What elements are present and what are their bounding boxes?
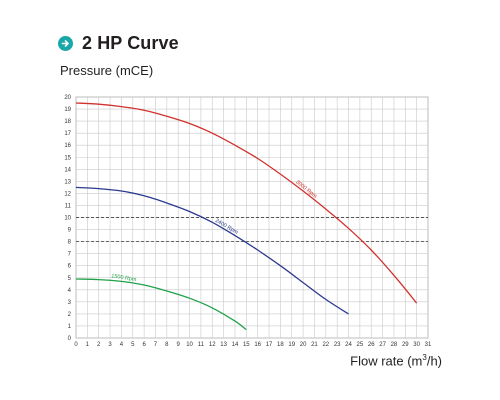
x-tick-label: 20 xyxy=(300,342,307,348)
y-tick-label: 17 xyxy=(64,131,71,137)
x-axis-label: Flow rate (m3/h) xyxy=(350,353,442,368)
x-tick-label: 2 xyxy=(97,342,101,348)
y-tick-label: 10 xyxy=(64,216,71,222)
y-tick-label: 9 xyxy=(68,228,72,234)
y-tick-label: 18 xyxy=(64,119,71,125)
x-tick-label: 4 xyxy=(120,342,124,348)
y-axis-label: Pressure (mCE) xyxy=(60,63,154,78)
y-tick-label: 19 xyxy=(64,107,71,113)
x-tick-label: 3 xyxy=(108,342,112,348)
x-tick-label: 31 xyxy=(425,342,432,348)
x-tick-label: 13 xyxy=(220,342,227,348)
x-tick-label: 0 xyxy=(74,342,78,348)
x-tick-label: 15 xyxy=(243,342,250,348)
x-axis-label-unit: /h) xyxy=(426,353,442,369)
y-tick-label: 20 xyxy=(64,95,71,101)
y-tick-label: 15 xyxy=(64,155,71,161)
y-tick-label: 5 xyxy=(68,276,72,282)
x-tick-label: 5 xyxy=(131,342,135,348)
x-tick-label: 22 xyxy=(322,342,329,348)
y-tick-label: 14 xyxy=(64,167,71,173)
x-tick-label: 29 xyxy=(402,342,409,348)
y-tick-label: 2 xyxy=(68,312,72,318)
y-tick-label: 11 xyxy=(65,203,72,209)
x-tick-label: 17 xyxy=(266,342,273,348)
x-tick-label: 7 xyxy=(154,342,158,348)
y-tick-label: 7 xyxy=(68,252,72,258)
y-tick-label: 13 xyxy=(64,179,71,185)
x-axis-label-superscript: 3 xyxy=(422,353,427,362)
x-tick-label: 9 xyxy=(177,342,181,348)
series-label: 1500 Rpm xyxy=(111,273,137,283)
series-line xyxy=(75,102,418,304)
x-tick-label: 21 xyxy=(311,342,318,348)
series-line xyxy=(75,186,349,315)
x-tick-label: 19 xyxy=(288,342,295,348)
y-tick-label: 4 xyxy=(68,288,72,294)
y-tick-label: 1 xyxy=(68,324,72,330)
y-tick-label: 3 xyxy=(68,300,72,306)
x-tick-label: 8 xyxy=(165,342,169,348)
x-tick-label: 27 xyxy=(379,342,386,348)
x-tick-label: 18 xyxy=(277,342,284,348)
x-tick-label: 12 xyxy=(209,342,216,348)
y-tick-label: 8 xyxy=(68,240,72,246)
x-tick-label: 25 xyxy=(357,342,364,348)
y-tick-label: 0 xyxy=(68,336,72,342)
y-tick-label: 12 xyxy=(64,191,71,197)
x-tick-label: 1 xyxy=(86,342,90,348)
x-tick-label: 6 xyxy=(142,342,146,348)
x-axis-label-main: Flow rate (m xyxy=(350,353,423,369)
x-tick-label: 14 xyxy=(232,342,239,348)
x-tick-label: 11 xyxy=(198,342,205,348)
series-line xyxy=(75,278,247,331)
arrow-right-circle-icon xyxy=(58,35,73,51)
x-tick-label: 23 xyxy=(334,342,341,348)
y-tick-label: 16 xyxy=(64,143,71,149)
y-tick-label: 6 xyxy=(68,264,72,270)
x-tick-label: 30 xyxy=(413,342,420,348)
x-tick-label: 10 xyxy=(186,342,193,348)
x-tick-label: 28 xyxy=(391,342,398,348)
chart-title: 2 HP Curve xyxy=(82,32,179,53)
chart-header: 2 HP Curve xyxy=(58,30,179,56)
x-tick-label: 16 xyxy=(254,342,261,348)
x-tick-label: 24 xyxy=(345,342,352,348)
x-tick-label: 26 xyxy=(368,342,375,348)
